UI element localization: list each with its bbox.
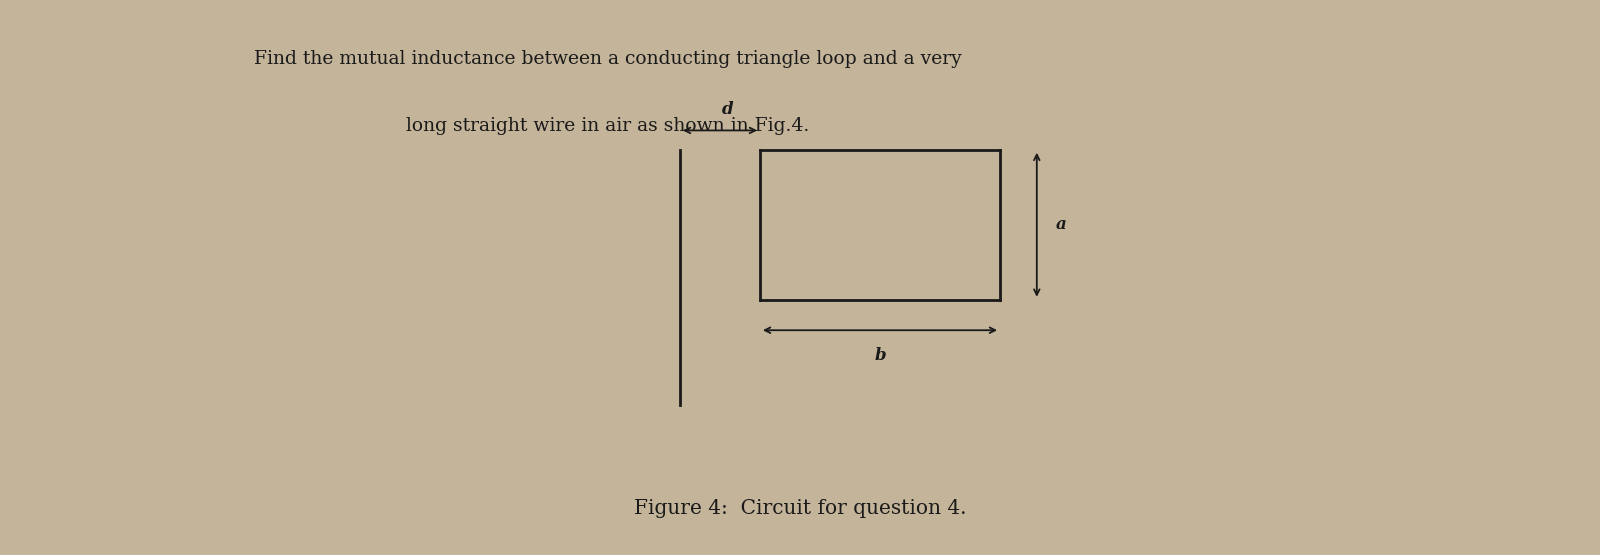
Text: long straight wire in air as shown in Fig.4.: long straight wire in air as shown in Fi… (406, 117, 810, 134)
Text: a: a (1056, 216, 1067, 233)
Text: b: b (874, 347, 886, 364)
Text: d: d (722, 101, 734, 118)
Text: Figure 4:  Circuit for question 4.: Figure 4: Circuit for question 4. (634, 500, 966, 518)
Text: Find the mutual inductance between a conducting triangle loop and a very: Find the mutual inductance between a con… (254, 50, 962, 68)
